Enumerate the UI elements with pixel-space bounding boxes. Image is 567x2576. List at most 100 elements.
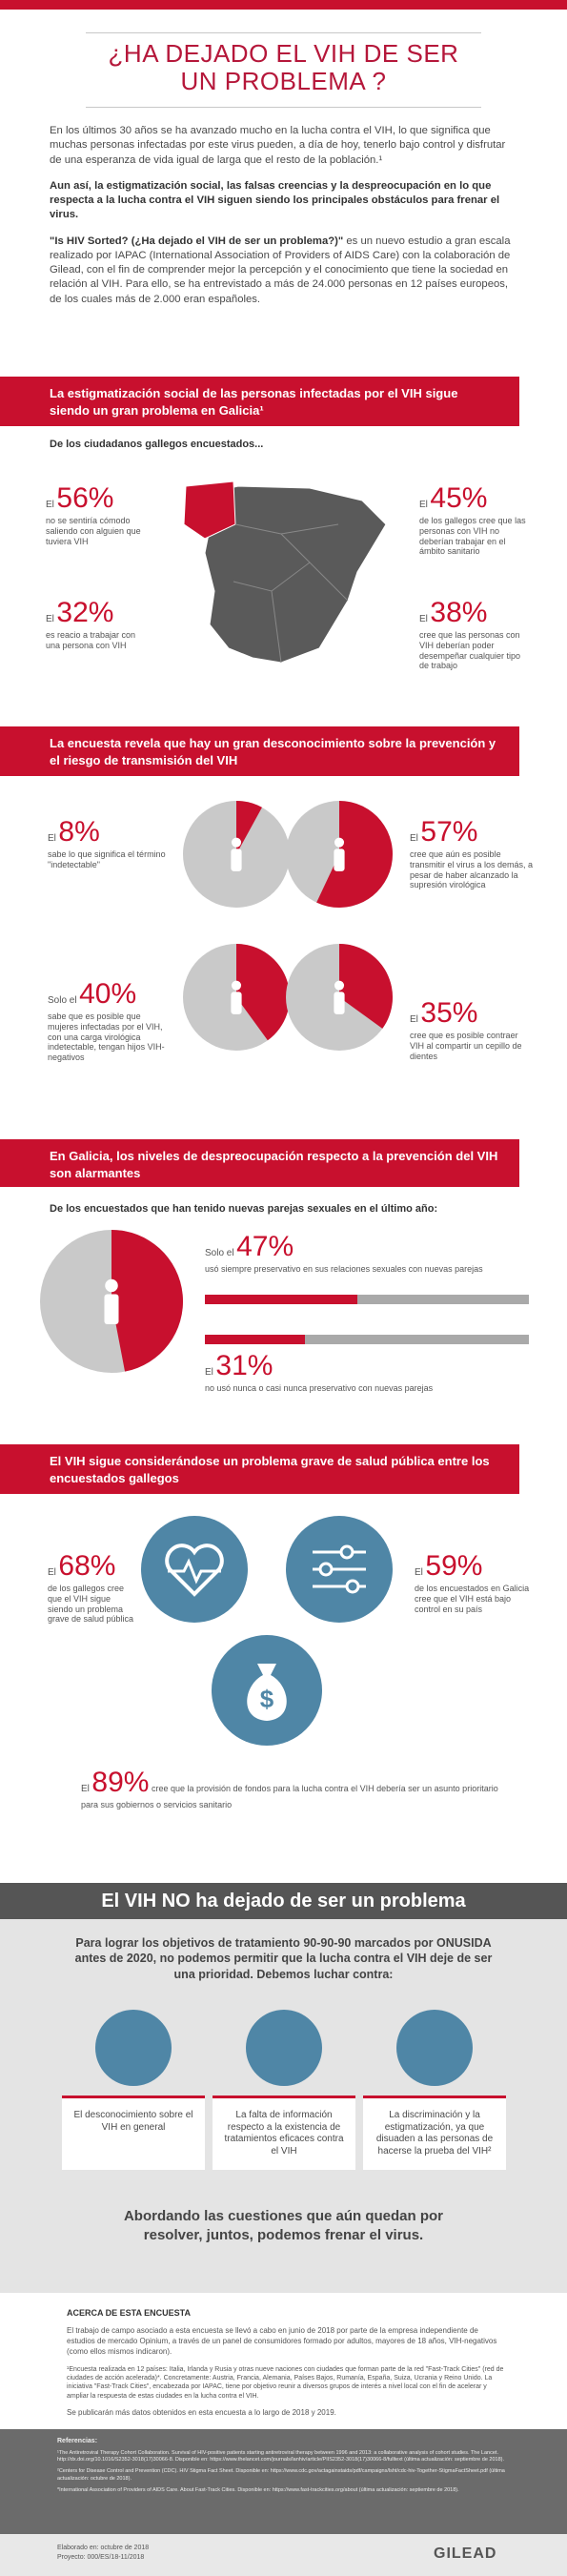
value: 56% bbox=[56, 482, 114, 514]
section-banner: El VIH sigue considerándose un problema … bbox=[0, 1444, 519, 1494]
about: ACERCA DE ESTA ENCUESTA El trabajo de ca… bbox=[67, 2307, 505, 2419]
subtitle: De los ciudadanos gallegos encuestados..… bbox=[50, 439, 264, 450]
stat: Solo el 47% usó siempre preservativo en s… bbox=[205, 1230, 534, 1275]
conclusion-title: El VIH NO ha dejado de ser un problema bbox=[0, 1883, 567, 1919]
value: 57% bbox=[420, 816, 478, 848]
value: 38% bbox=[430, 597, 488, 628]
stat: El 45% de los gallegos cree que las perso… bbox=[419, 481, 529, 557]
text: de los gallegos cree que el VIH sigue si… bbox=[48, 1584, 134, 1625]
project: Proyecto: 000/ES/18-11/2018 bbox=[57, 2553, 145, 2561]
sliders-icon bbox=[286, 1516, 393, 1623]
money-icon: $ bbox=[212, 1635, 322, 1746]
value: 68% bbox=[58, 1550, 116, 1582]
prefix: El bbox=[419, 500, 428, 510]
paragraph: En los últimos 30 años se ha avanzado mu… bbox=[50, 125, 506, 166]
section-banner: La encuesta revela que hay un gran desco… bbox=[0, 726, 519, 776]
paragraph: Aun así, la estigmatización social, las … bbox=[50, 179, 500, 221]
galicia bbox=[183, 480, 236, 540]
prefix: El bbox=[415, 1567, 423, 1578]
spain bbox=[194, 485, 387, 664]
prefix: El bbox=[419, 614, 428, 624]
rule bbox=[86, 107, 481, 108]
prefix: El bbox=[48, 1567, 56, 1578]
value: 47% bbox=[236, 1231, 294, 1262]
item: La falta de información respecto a la ex… bbox=[213, 2096, 355, 2170]
text: sabe que es posible que mujeres infectad… bbox=[48, 1012, 165, 1063]
stat: El 8% sabe lo que significa el término "i… bbox=[48, 815, 167, 870]
value: 35% bbox=[420, 997, 478, 1029]
stat: El 89% cree que la provisión de fondos p… bbox=[81, 1766, 500, 1810]
value: 45% bbox=[430, 482, 488, 514]
text: usó siempre preservativo en sus relacion… bbox=[205, 1264, 483, 1274]
prefix: El bbox=[48, 833, 56, 844]
title: ¿HA DEJADO EL VIH DE SER UN PROBLEMA ? bbox=[108, 39, 459, 96]
text: es un nuevo estudio a gran escala realiz… bbox=[50, 235, 511, 305]
references-title: Referencias: bbox=[57, 2438, 98, 2444]
icon bbox=[95, 2010, 172, 2086]
stat: El 68% de los gallegos cree que el VIH si… bbox=[48, 1549, 138, 1625]
pie bbox=[286, 801, 393, 908]
section-banner: La estigmatización social de las persona… bbox=[0, 377, 519, 426]
person-icon bbox=[231, 992, 242, 1014]
map bbox=[183, 480, 387, 664]
stat: El 56% no se sentiría cómodo saliendo con… bbox=[46, 481, 151, 546]
text: sabe lo que significa el término "indete… bbox=[48, 849, 166, 869]
footer-info: Elaborado en: octubre de 2018 Proyecto: … bbox=[57, 2544, 149, 2563]
stat: Solo el 40% sabe que es posible que mujer… bbox=[48, 977, 172, 1063]
pie-slice bbox=[236, 801, 262, 854]
pie-slice bbox=[111, 1230, 183, 1372]
stat: El 57% cree que aún es posible transmitir… bbox=[410, 815, 534, 890]
text: de los gallegos cree que las personas co… bbox=[419, 516, 526, 557]
pie bbox=[183, 801, 290, 908]
paragraph: "Is HIV Sorted? (¿Ha dejado el VIH de se… bbox=[50, 235, 516, 307]
pie bbox=[183, 944, 290, 1051]
about-title: ACERCA DE ESTA ENCUESTA bbox=[67, 2308, 192, 2318]
bar-track bbox=[205, 1335, 529, 1344]
pie bbox=[40, 1230, 183, 1373]
icon bbox=[246, 2010, 322, 2086]
person-icon bbox=[334, 848, 345, 871]
conclusion-bg bbox=[0, 1883, 567, 2293]
icon bbox=[396, 2010, 473, 2086]
value: 59% bbox=[425, 1550, 483, 1582]
prefix: Solo el bbox=[48, 995, 77, 1006]
person-icon bbox=[334, 980, 345, 991]
paragraph: Se publicarán más datos obtenidos en est… bbox=[67, 2408, 336, 2418]
text: es reacio a trabajar con una persona con… bbox=[46, 630, 136, 650]
text: no se sentiría cómodo saliendo con algui… bbox=[46, 516, 141, 546]
conclusion-text: Para lograr los objetivos de tratamiento… bbox=[74, 1936, 493, 1981]
pie bbox=[286, 944, 393, 1051]
text: cree que la provisión de fondos para la … bbox=[81, 1784, 498, 1809]
paragraph: ¹Encuesta realizada en 12 países: Italia… bbox=[67, 2365, 504, 2400]
footer bbox=[0, 2534, 567, 2576]
reference: ²Centers for Disease Control and Prevent… bbox=[57, 2468, 505, 2482]
svg-text:$: $ bbox=[260, 1685, 274, 1713]
rule bbox=[86, 32, 481, 33]
stat: El 59% de los encuestados en Galicia cree… bbox=[415, 1549, 534, 1614]
stat: El 38% cree que las personas con VIH debe… bbox=[419, 596, 529, 671]
prefix: El bbox=[410, 833, 418, 844]
person-icon bbox=[104, 1294, 119, 1324]
bar-track bbox=[205, 1295, 529, 1304]
item: El desconocimiento sobre el VIH en gener… bbox=[62, 2096, 205, 2170]
intro: En los últimos 30 años se ha avanzado mu… bbox=[50, 124, 516, 318]
bar bbox=[205, 1335, 306, 1344]
prefix: El bbox=[410, 1014, 418, 1025]
prefix: El bbox=[46, 614, 54, 624]
text: no usó nunca o casi nunca preservativo c… bbox=[205, 1383, 434, 1393]
reference: ¹The Antiretroviral Therapy Cohort Colla… bbox=[57, 2450, 505, 2464]
item: La discriminación y la estigmatización, … bbox=[363, 2096, 506, 2170]
stat: El 35% cree que es posible contraer VIH a… bbox=[410, 996, 534, 1061]
stat: El 32% es reacio a trabajar con una perso… bbox=[46, 596, 151, 651]
value: 40% bbox=[79, 978, 137, 1010]
value: 31% bbox=[215, 1350, 273, 1381]
prefix: El bbox=[46, 500, 54, 510]
borders bbox=[233, 523, 349, 664]
value: 32% bbox=[56, 597, 114, 628]
text: cree que aún es posible transmitir el vi… bbox=[410, 849, 534, 890]
references: Referencias: ¹The Antiretroviral Therapy… bbox=[0, 2429, 567, 2534]
prefix: El bbox=[205, 1367, 213, 1378]
person-icon bbox=[231, 848, 242, 871]
text: cree que las personas con VIH deberían p… bbox=[419, 630, 521, 671]
